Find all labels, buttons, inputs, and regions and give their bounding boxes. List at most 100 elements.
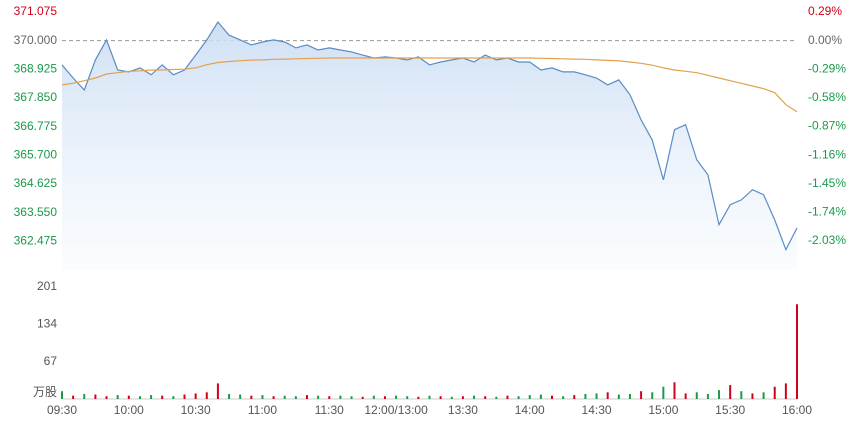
volume-bar [306,395,308,399]
y2-tick-label: -2.03% [808,233,846,247]
volume-bar [729,385,732,399]
price-area [62,22,797,270]
volume-bar [161,395,164,399]
volume-bar [328,396,331,399]
volume-bar [495,396,498,399]
y-tick-label: 万股 [33,385,57,399]
y2-tick-label: -1.16% [808,147,846,161]
volume-bar [473,395,476,399]
y2-tick-label: 0.00% [808,33,842,47]
x-tick-label: 09:30 [47,403,77,417]
volume-bar [228,393,231,399]
volume-bar [127,395,130,399]
volume-bar [773,386,776,399]
volume-bar [350,396,353,399]
volume-bar [216,383,219,399]
volume-bar [450,396,453,399]
volume-bar [517,396,520,399]
volume-bar [172,396,175,399]
volume-bar [339,395,342,399]
volume-bar [606,392,609,399]
volume-bar [283,395,286,399]
average-line [61,57,798,113]
x-tick-label: 15:30 [715,403,745,417]
y-tick-label: 366.775 [14,119,58,133]
volume-bar [751,393,754,399]
volume-bar [294,396,297,399]
volume-bar [150,395,153,399]
volume-bar [673,382,676,399]
x-tick-label: 15:00 [648,403,678,417]
y-tick-label: 364.625 [14,176,58,190]
y-tick-label: 368.925 [14,62,58,76]
volume-bar [428,395,431,399]
volume-bar [539,394,542,399]
y-tick-label: 367.850 [14,90,58,104]
y-tick-label: 371.075 [14,4,58,18]
x-tick-label: 10:30 [181,403,211,417]
y-tick-label: 134 [37,317,57,331]
volume-bar [239,394,242,399]
x-tick-label: 12:00/13:00 [364,403,428,417]
y-tick-label: 365.700 [14,148,58,162]
volume-bar [138,396,141,399]
volume-bar [573,395,576,399]
volume-bar [762,392,765,399]
volume-bar [395,395,398,399]
volume-bar [528,395,531,399]
volume-bar [72,395,75,399]
volume-bar [272,396,275,399]
volume-bar [94,394,97,399]
y-tick-label: 363.550 [14,205,58,219]
volume-bar [461,396,464,399]
y-tick-label: 362.475 [14,234,58,248]
volume-bar [740,391,743,399]
volume-bar [706,393,709,399]
y2-tick-label: 0.29% [808,4,842,18]
y2-tick-label: -1.45% [808,176,846,190]
volume-bar [551,395,553,399]
volume-bar [506,395,509,399]
x-tick-label: 14:30 [582,403,612,417]
x-tick-label: 11:30 [315,403,344,417]
volume-bar [695,392,698,399]
x-tick-label: 13:30 [448,403,478,417]
volume-bar [250,395,253,399]
volume-bar [83,393,86,399]
volume-bar [317,395,320,399]
y2-tick-label: -0.58% [808,90,846,104]
volume-bar [383,396,386,399]
volume-bar [628,393,631,399]
price-line [61,20,798,252]
volume-bar [183,394,186,399]
volume-bar [651,392,654,399]
x-tick-label: 11:00 [248,403,277,417]
volume-bar [372,395,375,399]
volume-bar [584,393,587,399]
volume-bar [796,304,798,399]
y-tick-label: 67 [44,354,58,368]
volume-bar [205,392,208,399]
volume-bar [105,396,108,399]
volume-bar [684,393,687,399]
volume-bar [116,395,119,399]
volume-bar [662,386,665,399]
volume-bar [261,395,264,399]
volume-bar [61,391,63,399]
y2-tick-label: -1.74% [808,205,846,219]
volume-bar [562,396,565,399]
x-tick-label: 16:00 [782,403,812,417]
x-tick-label: 14:00 [515,403,545,417]
volume-bar [484,396,487,399]
volume-bar [361,396,364,399]
volume-bar [784,383,787,399]
volume-bar [194,393,197,399]
volume-bar [417,396,420,399]
y-tick-label: 370.000 [14,33,58,47]
volume-bar [406,396,409,399]
volume-bar [718,390,721,399]
volume-bar [439,396,442,399]
y2-tick-label: -0.87% [808,119,846,133]
